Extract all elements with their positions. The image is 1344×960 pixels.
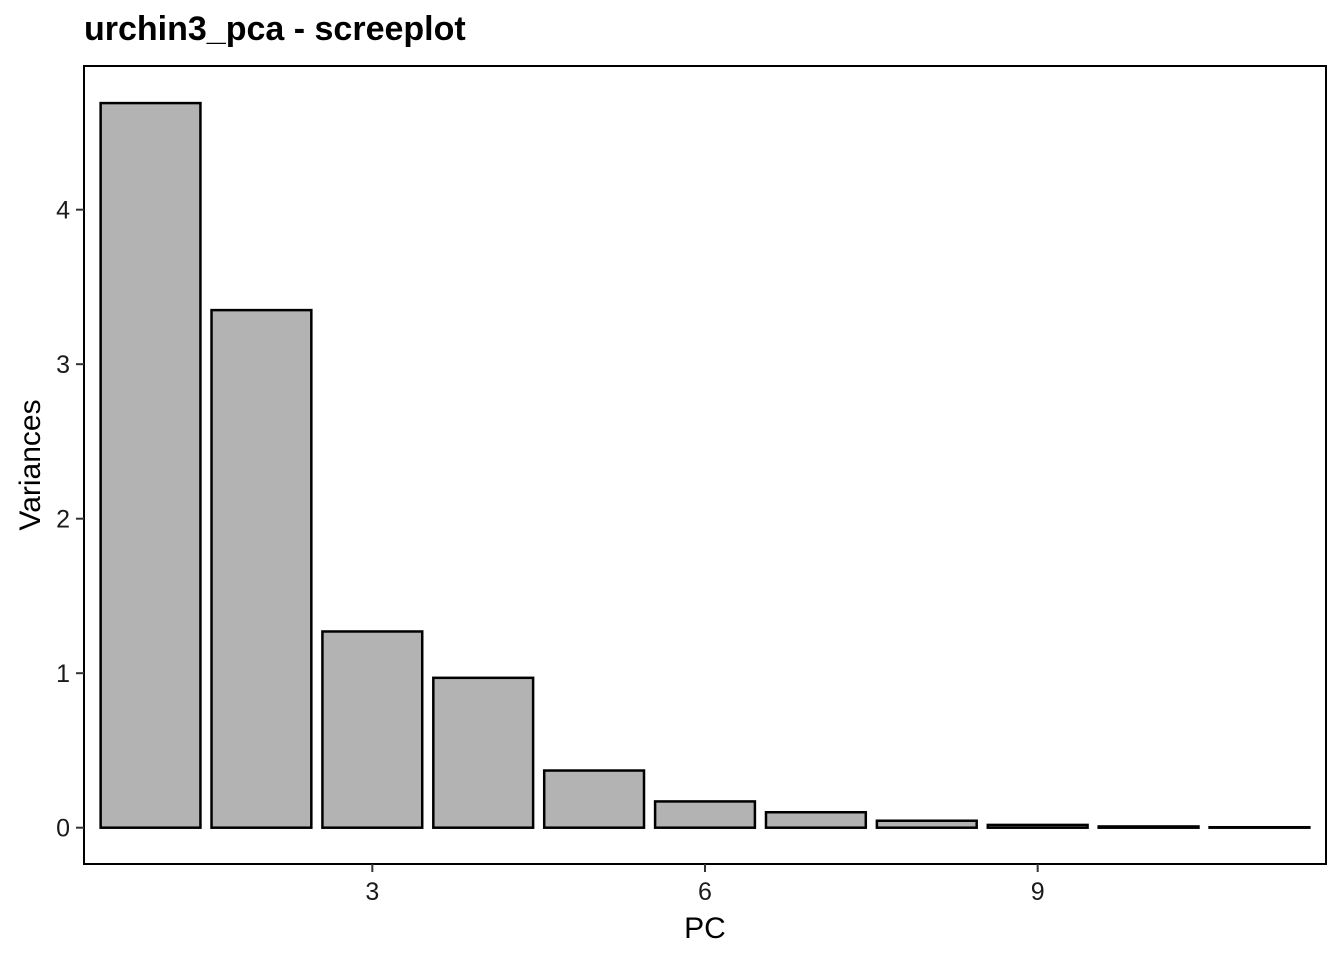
y-tick-label: 3 <box>56 351 70 379</box>
y-axis-ticks: 0 1 2 3 4 <box>56 197 84 843</box>
bar-pc-10 <box>1097 825 1200 829</box>
y-tick-label: 4 <box>56 197 70 225</box>
bar-pc-2 <box>210 308 313 829</box>
bar-pc-4 <box>432 676 535 829</box>
bar-pc-9 <box>986 823 1089 829</box>
x-axis-title: PC <box>684 912 726 945</box>
y-tick-label: 0 <box>56 815 70 843</box>
bar-pc-7 <box>764 810 868 829</box>
bar-pc-1 <box>99 101 202 829</box>
y-axis-title: Variances <box>14 399 47 530</box>
y-tick-label: 1 <box>56 660 70 688</box>
bars-group <box>99 101 1311 829</box>
bar-pc-3 <box>321 630 424 829</box>
chart-title: urchin3_pca - screeplot <box>84 10 466 48</box>
bar-pc-5 <box>542 769 646 829</box>
bar-pc-8 <box>875 819 978 829</box>
bar-pc-6 <box>653 800 757 829</box>
x-tick-label: 9 <box>1031 878 1045 906</box>
y-tick-label: 2 <box>56 506 70 534</box>
x-tick-label: 3 <box>365 878 379 906</box>
x-axis-ticks: 3 6 9 <box>365 864 1045 906</box>
x-tick-label: 6 <box>698 878 712 906</box>
